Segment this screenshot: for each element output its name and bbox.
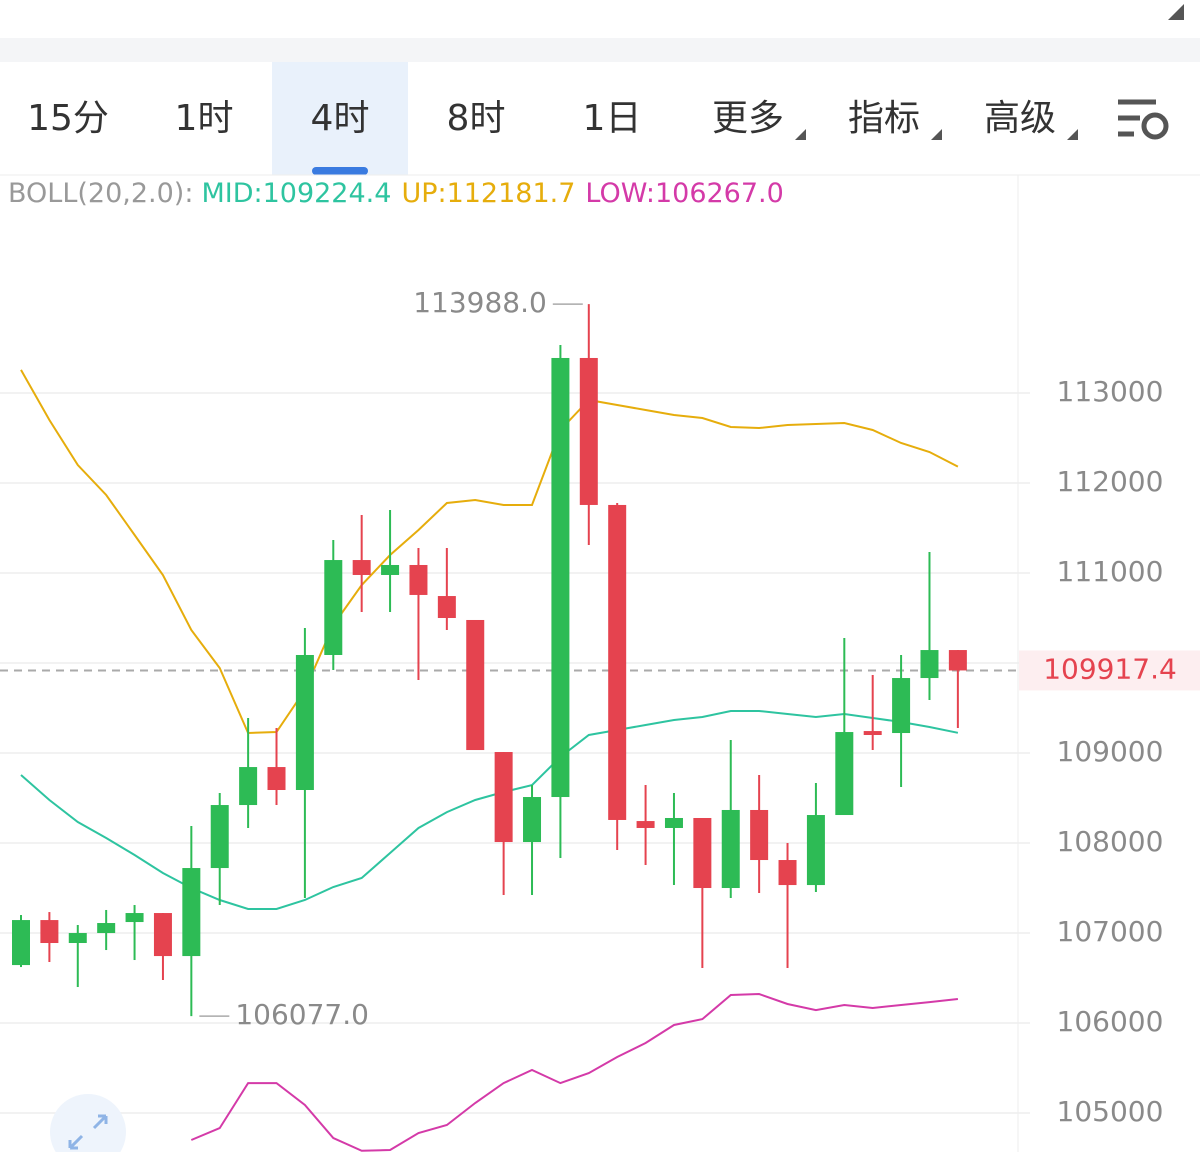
tab[interactable]: 1日 bbox=[583, 98, 642, 139]
candle-body bbox=[352, 560, 371, 575]
current-price-bg bbox=[1019, 650, 1200, 691]
corner-icon bbox=[1168, 4, 1184, 20]
dropdown-markers bbox=[795, 129, 1078, 140]
candle-body bbox=[125, 913, 144, 923]
candle-body bbox=[551, 357, 570, 798]
candle-body bbox=[97, 923, 116, 934]
expand-icon bbox=[68, 1114, 108, 1150]
candle-body bbox=[664, 817, 683, 828]
tab[interactable]: 更多 bbox=[712, 98, 784, 139]
y-tick-label: 108000 bbox=[1057, 825, 1164, 858]
indicator-label: BOLL(20,2.0): bbox=[8, 178, 193, 209]
candle-body bbox=[381, 564, 400, 575]
boll-line bbox=[190, 992, 959, 1152]
candle-body bbox=[153, 913, 172, 957]
up-value: 112181.7 bbox=[447, 178, 576, 209]
tab[interactable]: 高级 bbox=[984, 98, 1056, 139]
candle-body bbox=[948, 650, 967, 671]
up-name: UP: bbox=[401, 178, 446, 209]
candle-body bbox=[835, 732, 854, 816]
dropdown-marker bbox=[1067, 129, 1078, 140]
active-tab-bg bbox=[272, 62, 408, 175]
candle-body bbox=[437, 596, 456, 619]
candle-body bbox=[579, 357, 598, 505]
candle-body bbox=[466, 619, 485, 751]
candle-body bbox=[409, 564, 428, 595]
candle-body bbox=[68, 933, 87, 944]
plot bbox=[0, 304, 1018, 1152]
low-annotation: 106077.0 bbox=[235, 998, 369, 1031]
candle-body bbox=[636, 821, 655, 828]
tab[interactable]: 4时 bbox=[311, 98, 370, 139]
candle-body bbox=[806, 815, 825, 886]
candle-body bbox=[920, 650, 939, 679]
indicator-header: BOLL(20,2.0): MID:109224.4 UP:112181.7 LOW:… bbox=[8, 178, 784, 209]
candle-body bbox=[12, 920, 30, 966]
y-tick-label: 112000 bbox=[1057, 465, 1164, 498]
candle-body bbox=[324, 560, 343, 655]
candle-body bbox=[239, 767, 258, 806]
boll-line bbox=[20, 369, 959, 735]
candle-body bbox=[608, 504, 627, 820]
candle-body bbox=[523, 797, 542, 843]
high-annotation: 113988.0 bbox=[413, 286, 547, 319]
y-tick-label: 107000 bbox=[1057, 915, 1164, 948]
y-axis: 105000 106000 107000 108000 109000 111000 1120… bbox=[199, 286, 1200, 1128]
icon-gear bbox=[1141, 112, 1169, 140]
tab[interactable]: 指标 bbox=[848, 98, 920, 139]
candle-body bbox=[778, 860, 797, 886]
dropdown-marker bbox=[931, 129, 942, 140]
boll-line bbox=[20, 710, 959, 910]
tab[interactable]: 1时 bbox=[175, 98, 234, 139]
candle-body bbox=[267, 767, 286, 791]
candle-body bbox=[40, 920, 59, 944]
y-tick-label: 111000 bbox=[1057, 555, 1164, 588]
candle-body bbox=[295, 654, 314, 791]
low-name: LOW: bbox=[585, 178, 655, 209]
candle-body bbox=[693, 817, 712, 889]
active-tab-underline bbox=[312, 167, 368, 175]
grid bbox=[0, 392, 1030, 1114]
expand-button[interactable] bbox=[50, 1094, 126, 1152]
mid-value: 109224.4 bbox=[263, 178, 392, 209]
candle-body bbox=[750, 809, 769, 861]
dropdown-marker bbox=[795, 129, 806, 140]
candle-body bbox=[721, 809, 740, 889]
low-value: 106267.0 bbox=[655, 178, 784, 209]
tab-bar: 15分 1时 4时 8时 1日 更多 指标 高级 bbox=[27, 98, 1056, 139]
y-tick-label: 109000 bbox=[1057, 735, 1164, 768]
tab[interactable]: 8时 bbox=[447, 98, 506, 139]
tab[interactable]: 15分 bbox=[27, 98, 109, 139]
y-tick-label: 106000 bbox=[1057, 1005, 1164, 1038]
mid-name: MID: bbox=[201, 178, 262, 209]
y-tick-label: 113000 bbox=[1057, 375, 1164, 408]
candle-body bbox=[182, 868, 201, 957]
settings-icon[interactable] bbox=[1118, 99, 1169, 140]
candle-body bbox=[494, 752, 513, 843]
candle-body bbox=[892, 678, 911, 734]
y-tick-label: 105000 bbox=[1057, 1095, 1164, 1128]
candle-body bbox=[863, 731, 882, 736]
top-strip bbox=[0, 38, 1200, 62]
candle-body bbox=[210, 805, 229, 869]
current-price-label: 109917.4 bbox=[1043, 652, 1177, 685]
